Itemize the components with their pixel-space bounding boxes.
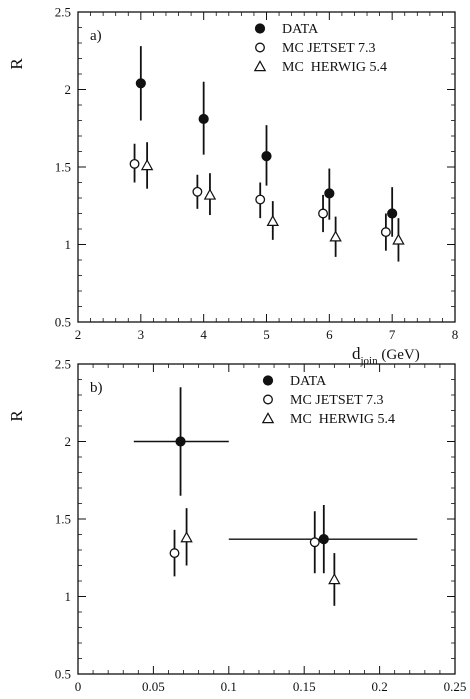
panel-a-x-tick-label: 6 <box>326 327 333 342</box>
panel-a-data-point <box>198 113 209 125</box>
panel-b-legend-label: DATA <box>290 374 327 389</box>
panel-a-data-point <box>140 159 154 171</box>
panel-b-frame <box>77 363 456 675</box>
panel-a-data-point <box>192 186 203 197</box>
panel-a-x-axis-label-unit: (GeV) <box>378 347 420 363</box>
panel-a-series-data <box>135 46 398 237</box>
panel-a-x-tick-label: 3 <box>138 327 145 342</box>
panel-a-data-point <box>266 214 280 227</box>
panel-a-data-point <box>135 78 146 89</box>
panel-b-series-jetset <box>169 511 320 577</box>
panel-b-label: b) <box>90 380 103 396</box>
panel-a-data-point <box>392 233 405 245</box>
panel-a-data-point <box>318 208 329 219</box>
panel-a-legend-label: MC JETSET 7.3 <box>282 41 375 56</box>
panel-b-data-point <box>169 548 180 559</box>
panel-a-data-point <box>329 230 342 242</box>
panel-a-label: a) <box>90 28 102 44</box>
panel-b-data-point <box>328 573 341 585</box>
panel-b-x-tick-label: 0 <box>75 679 82 694</box>
panel-b-data-point <box>309 537 320 548</box>
panel-a-series-jetset <box>129 143 391 251</box>
panel-a-y-axis-label: R <box>7 58 26 70</box>
panel-a-legend-marker <box>254 23 266 34</box>
panel-b-y-tick-label: 2.5 <box>55 357 71 372</box>
panel-b-x-tick-label: 0.1 <box>221 679 237 694</box>
panel-a-y-tick-label: 1 <box>65 237 72 252</box>
panel-a-legend-marker <box>255 42 265 53</box>
panel-a-x-tick-label: 4 <box>200 327 207 342</box>
panel-a-y-tick-label: 0.5 <box>55 315 71 330</box>
panel-b-legend-label: MC HERWIG 5.4 <box>290 412 395 427</box>
panel-a-data-point <box>387 208 398 219</box>
panel-a-x-tick-label: 7 <box>389 327 396 342</box>
panel-a-x-axis-label-main: d <box>352 344 361 363</box>
panel-a-series-herwig <box>140 142 405 262</box>
panel-b-legend-marker <box>261 412 275 424</box>
panel-a-y-tick-label: 1.5 <box>55 160 71 175</box>
panel-a-legend-label: MC HERWIG 5.4 <box>282 60 387 75</box>
panel-a-y-tick-label: 2.5 <box>55 5 71 20</box>
panel-a-data-point <box>380 227 391 238</box>
panel-a-data-point <box>261 151 272 162</box>
panel-b-y-tick-label: 2 <box>65 434 72 449</box>
panel-b-x-tick-label: 0.25 <box>444 679 467 694</box>
panel-a-legend-marker <box>253 60 267 72</box>
panel-b-plot: 0 0.05 0.1 0.15 0.2 0.25 0.5 1 1.5 2 2.5 Rxp b) DATA M… <box>7 357 466 699</box>
panel-b-y-axis-label: R <box>7 410 26 422</box>
panel-a-legend-label: DATA <box>282 22 319 37</box>
panel-b-series-data <box>133 387 418 574</box>
panel-a-data-point <box>203 188 217 200</box>
panel-a-x-tick-label: 2 <box>75 327 82 342</box>
panel-b-data-point <box>175 436 186 447</box>
panel-b-y-tick-label: 0.5 <box>55 667 71 682</box>
panel-a-data-point <box>324 188 335 199</box>
panel-b-x-tick-label: 0.2 <box>371 679 387 694</box>
panel-a-y-tick-label: 2 <box>65 82 72 97</box>
panel-b-x-axis-label: xp <box>426 696 441 699</box>
panel-b-legend-marker <box>262 375 274 386</box>
panel-b-legend-marker <box>263 394 273 405</box>
panel-a-data-point <box>255 194 266 205</box>
panel-b-x-axis-label-main: x <box>426 696 435 699</box>
panel-b-legend-label: MC JETSET 7.3 <box>290 393 383 408</box>
panel-b-x-tick-label: 0.05 <box>142 679 165 694</box>
panel-b-x-tick-label: 0.15 <box>293 679 316 694</box>
panel-a-x-tick-label: 8 <box>452 327 459 342</box>
panel-a-x-axis-label-sub: join <box>360 355 379 367</box>
panel-b-series-herwig <box>180 508 341 606</box>
panel-b-y-tick-label: 1.5 <box>55 512 71 527</box>
panel-a-data-point <box>129 158 140 169</box>
panel-b-data-point <box>318 534 329 545</box>
panel-b-y-tick-label: 1 <box>65 589 72 604</box>
panel-b-data-point <box>180 531 193 543</box>
panel-a-x-tick-label: 5 <box>263 327 270 342</box>
